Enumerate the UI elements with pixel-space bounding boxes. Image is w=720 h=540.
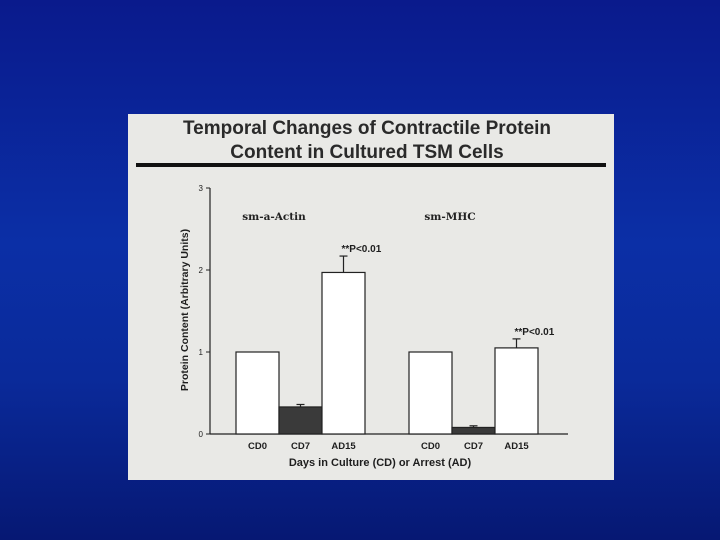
bars bbox=[235, 255, 539, 435]
bar-chart: Temporal Changes of Contractile Protein … bbox=[136, 118, 606, 469]
category-label: CD0 bbox=[421, 441, 440, 452]
bar-cd0 bbox=[235, 351, 280, 435]
bar-ad15 bbox=[494, 347, 539, 435]
y-tick-label: 1 bbox=[199, 348, 204, 357]
bar-ad15 bbox=[321, 271, 366, 435]
significance-annotation: **P<0.01 bbox=[515, 327, 555, 338]
bar-cd0 bbox=[408, 351, 453, 435]
category-label: CD0 bbox=[248, 441, 267, 452]
category-label: AD15 bbox=[331, 441, 356, 452]
category-label: AD15 bbox=[504, 441, 529, 452]
group-label: sm-MHC bbox=[424, 211, 475, 223]
significance-annotation: **P<0.01 bbox=[342, 244, 382, 255]
category-label: CD7 bbox=[291, 441, 310, 452]
y-tick-label: 3 bbox=[199, 184, 204, 193]
bar-cd7 bbox=[278, 406, 323, 435]
group-label: sm-a-Actin bbox=[242, 211, 306, 223]
bar-cd7 bbox=[451, 426, 496, 435]
y-tick-label: 0 bbox=[199, 430, 204, 439]
chart-title-line-2: Content in Cultured TSM Cells bbox=[230, 142, 503, 163]
y-tick-label: 2 bbox=[199, 266, 204, 275]
chart-title-line-1: Temporal Changes of Contractile Protein bbox=[183, 118, 551, 139]
y-axis-label: Protein Content (Arbitrary Units) bbox=[179, 229, 191, 391]
labels: sm-a-Actin CD0 CD7 AD15 **P<0.01 sm-MHC CD0 CD7… bbox=[242, 211, 554, 452]
category-label: CD7 bbox=[464, 441, 483, 452]
y-ticks: 0 1 2 3 bbox=[199, 184, 210, 439]
x-axis-label: Days in Culture (CD) or Arrest (AD) bbox=[289, 457, 472, 469]
chart-figure: Temporal Changes of Contractile Protein … bbox=[128, 114, 614, 480]
